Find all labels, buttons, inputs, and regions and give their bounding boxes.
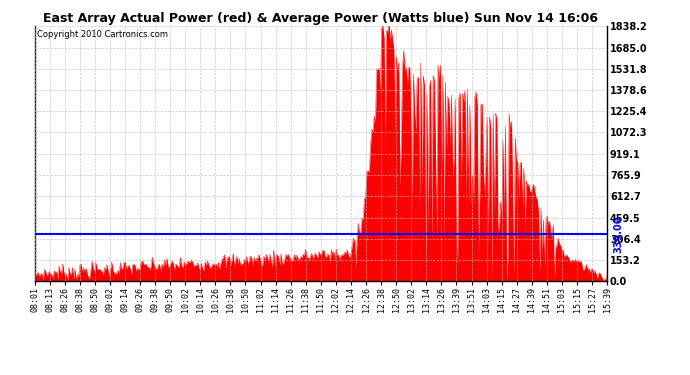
Text: 339.00: 339.00 [613, 216, 623, 253]
Title: East Array Actual Power (red) & Average Power (Watts blue) Sun Nov 14 16:06: East Array Actual Power (red) & Average … [43, 12, 598, 25]
Text: Copyright 2010 Cartronics.com: Copyright 2010 Cartronics.com [37, 30, 168, 39]
